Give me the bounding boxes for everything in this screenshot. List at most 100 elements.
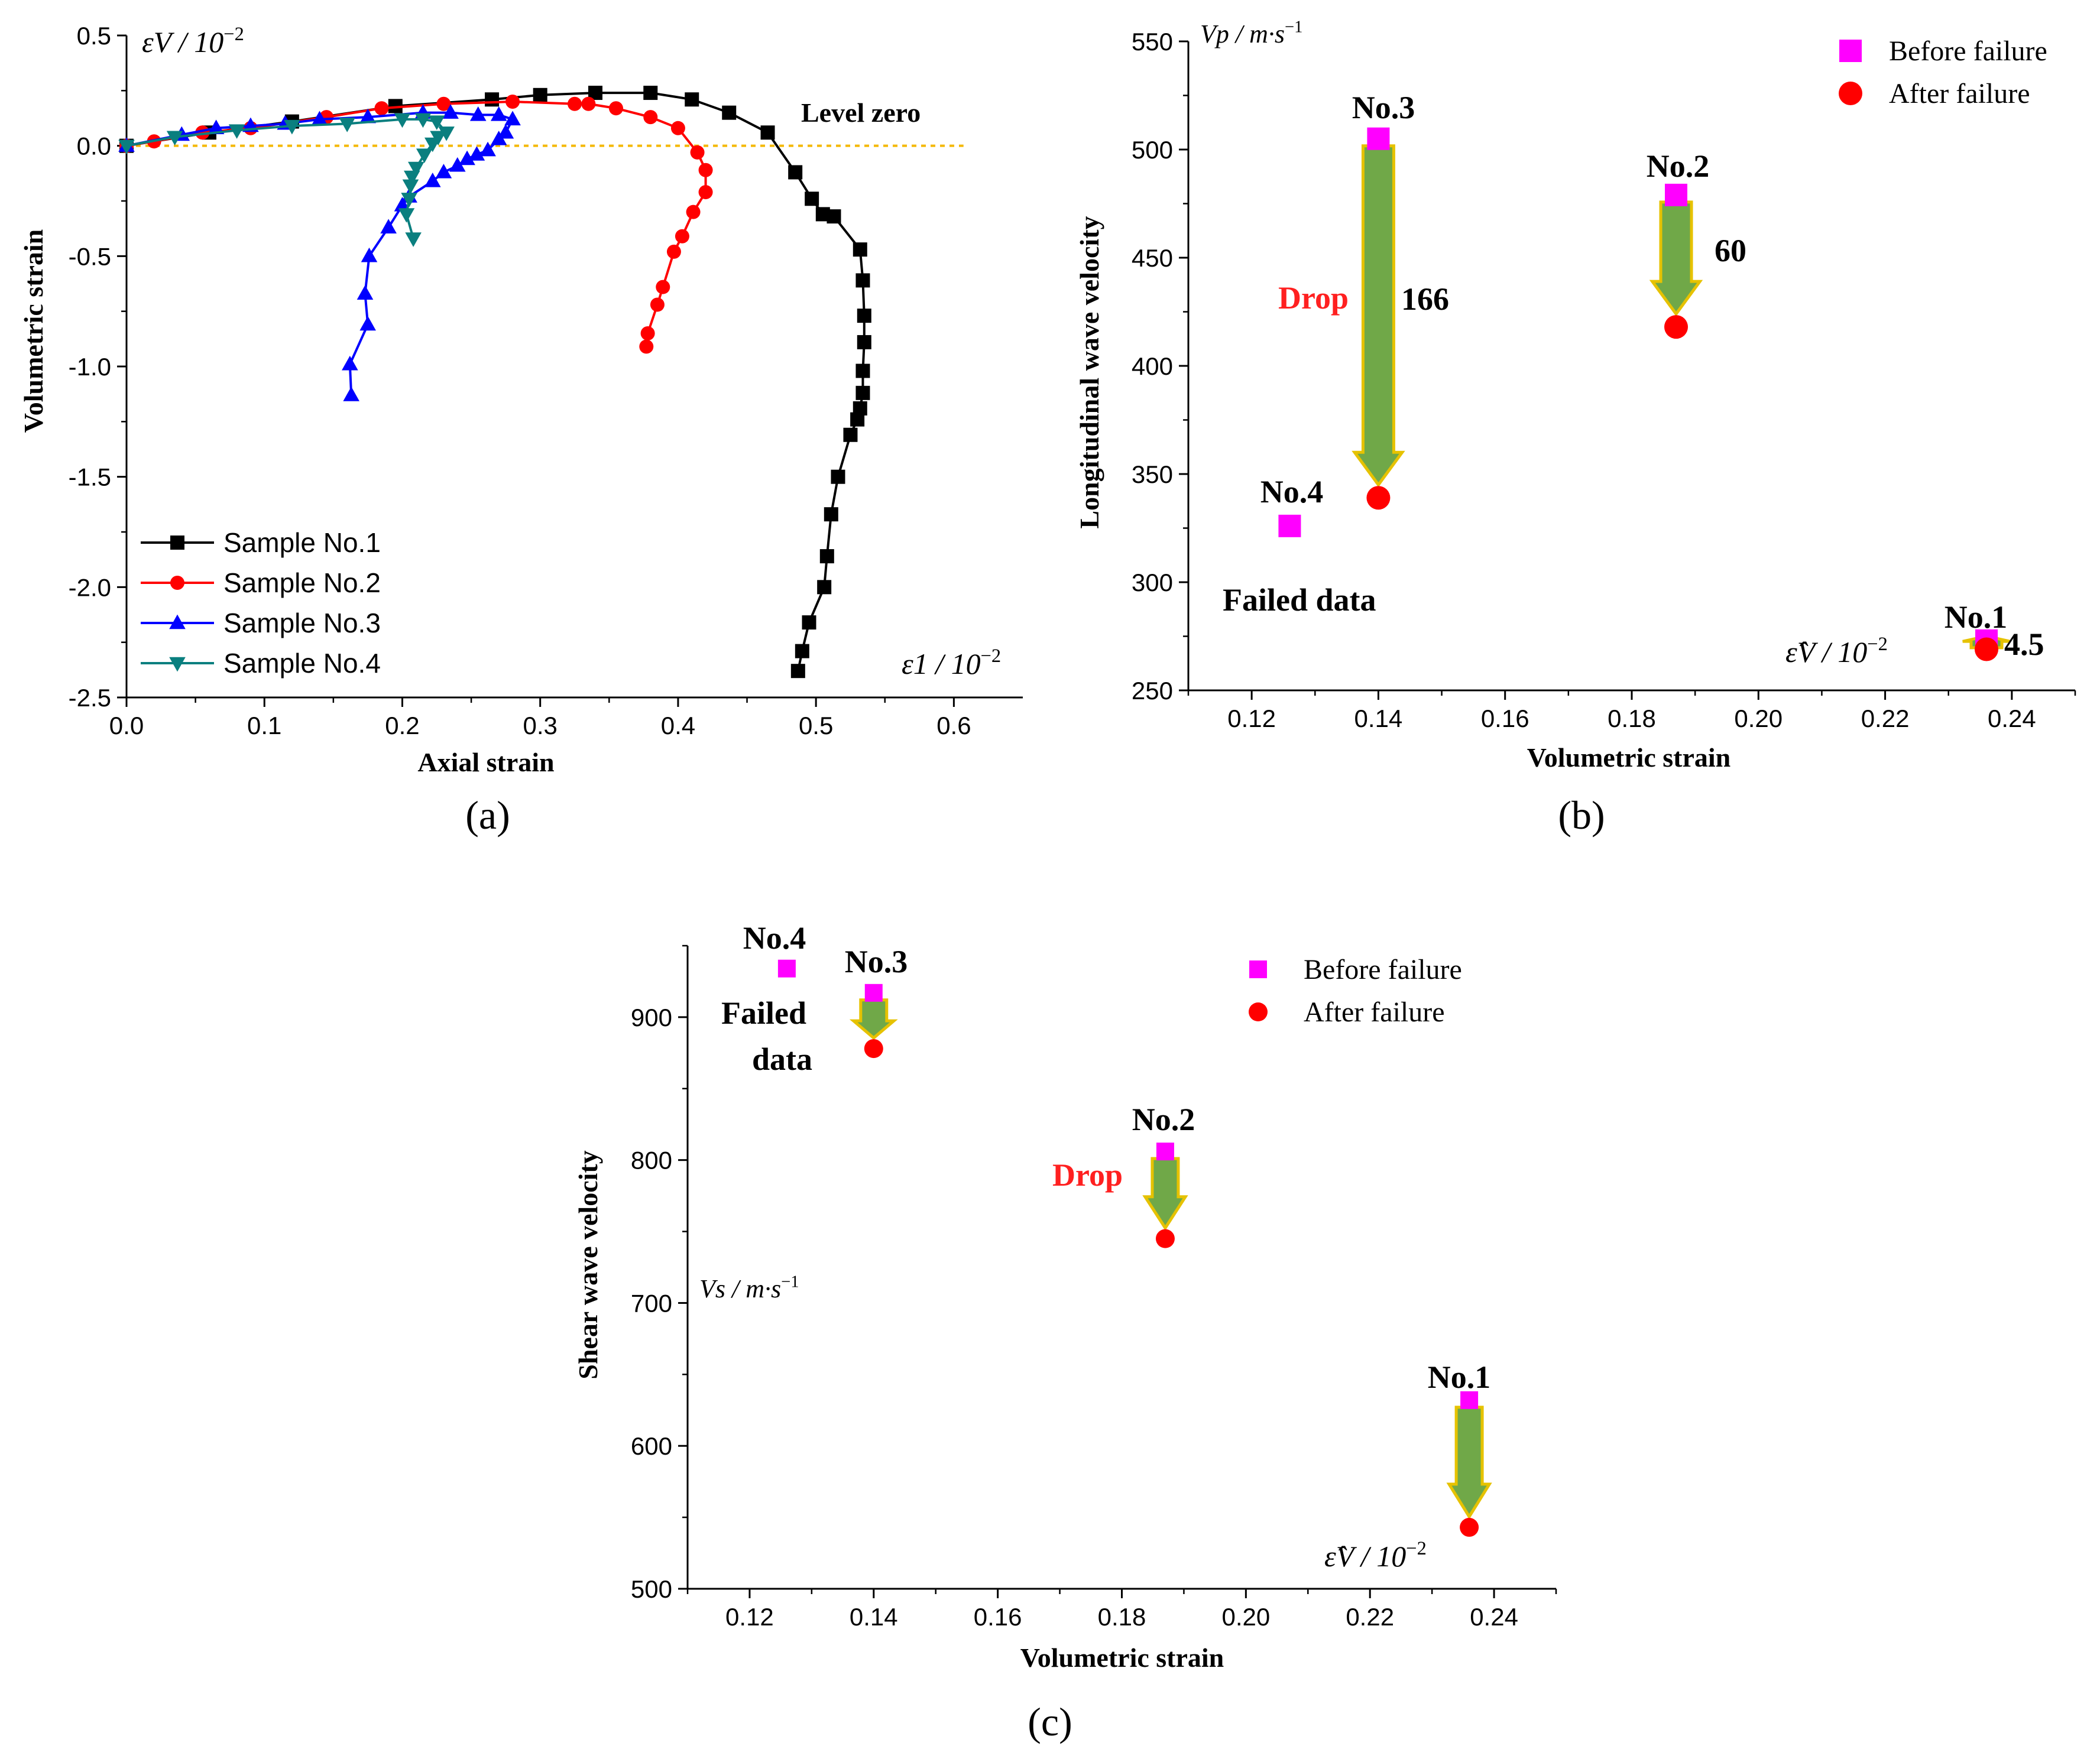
data-point <box>788 165 803 180</box>
drop-arrow-no2 <box>1142 1157 1188 1231</box>
x-tick-label: 0.0 <box>109 712 144 739</box>
caption-c: (c) <box>1028 1699 1072 1744</box>
caption-a: (a) <box>465 793 510 838</box>
y-axis-title: Longitudinal wave velocity <box>1074 216 1104 528</box>
data-point <box>414 113 432 128</box>
data-point <box>643 110 658 125</box>
legend-label: Sample No.4 <box>223 648 381 679</box>
legend-label: After failure <box>1889 78 2030 109</box>
x-tick-label: 0.12 <box>725 1603 774 1631</box>
panel-a: 0.0 0.1 0.2 0.3 0.4 0.5 0.6 0.5 0.0 -0.5 -1.0 -1.5 -… <box>18 22 1023 838</box>
caption-b: (b) <box>1558 793 1605 838</box>
series-line <box>126 111 514 395</box>
data-point <box>608 101 623 116</box>
data-point <box>380 219 397 233</box>
x-tick-label: 0.22 <box>1861 705 1910 732</box>
before-point <box>864 984 883 1002</box>
x-tick-label: 0.16 <box>1481 705 1529 732</box>
legend-marker-before <box>1249 960 1267 978</box>
y-tick-label: 700 <box>631 1289 672 1317</box>
legend-label: Sample No.3 <box>223 608 381 638</box>
data-point <box>428 115 445 130</box>
data-point <box>504 111 521 126</box>
x-tick-label: 0.18 <box>1098 1603 1146 1631</box>
data-point <box>760 125 775 140</box>
y-tick-label: 250 <box>1132 677 1173 705</box>
y-tick-label: -2.0 <box>69 573 111 601</box>
y-tick-label: 500 <box>1132 136 1173 164</box>
data-point <box>505 95 520 109</box>
data-point <box>853 242 867 257</box>
after-point <box>864 1039 883 1059</box>
data-point <box>485 92 500 107</box>
data-point <box>690 145 705 160</box>
x-tick-label: 0.2 <box>385 712 419 739</box>
data-point <box>416 148 433 163</box>
data-point <box>361 247 378 262</box>
y-tick-label: 0.5 <box>77 22 111 50</box>
before-point <box>1367 127 1390 150</box>
data-point <box>479 141 496 157</box>
x-tick-label: 0.22 <box>1346 1603 1394 1631</box>
before-point <box>1460 1391 1479 1409</box>
x-tick-label: 0.3 <box>523 712 557 739</box>
data-point <box>407 161 424 177</box>
data-point <box>468 146 485 161</box>
after-point <box>1664 315 1688 339</box>
data-point <box>568 96 582 111</box>
data-point <box>581 96 596 111</box>
series-1 <box>119 86 871 679</box>
y-tick-label: 0.0 <box>77 132 111 160</box>
data-point <box>424 173 441 187</box>
legend-marker <box>170 536 184 550</box>
data-point <box>401 193 417 207</box>
drop-label: Drop <box>1052 1157 1123 1193</box>
data-point <box>394 197 411 212</box>
x-tick-label: 0.4 <box>661 712 695 739</box>
drop-arrow-no3 <box>849 998 898 1040</box>
y-unit-label: Vs / m·s−1 <box>699 1273 799 1303</box>
data-point <box>359 108 376 124</box>
x-tick-label: 0.14 <box>850 1603 898 1631</box>
y-tick-label: 500 <box>631 1575 672 1603</box>
data-point <box>685 92 699 107</box>
data-point <box>656 280 670 294</box>
before-point <box>777 959 796 978</box>
legend-marker-before <box>1839 40 1862 62</box>
data-point <box>359 316 376 331</box>
x-tick-label: 0.20 <box>1221 1603 1270 1631</box>
y-axis-title: Volumetric strain <box>18 229 48 433</box>
data-point <box>855 385 870 400</box>
legend-label: Before failure <box>1889 35 2047 67</box>
sample-label: No.1 <box>1428 1359 1491 1395</box>
x-tick-label: 0.18 <box>1608 705 1656 732</box>
y-tick-label: 400 <box>1132 352 1173 380</box>
data-point <box>311 111 328 126</box>
sample-label: No.4 <box>743 920 806 956</box>
sample-label: No.1 <box>1945 599 2008 635</box>
data-point <box>118 139 135 155</box>
data-point <box>497 124 514 139</box>
x-tick-label: 0.12 <box>1227 705 1276 732</box>
x-unit-label: ε1 / 10−2 <box>902 645 1001 680</box>
drop-value: 166 <box>1401 281 1449 317</box>
drop-arrow-no3 <box>1352 144 1405 488</box>
data-point <box>208 119 225 134</box>
data-point <box>424 137 441 152</box>
data-point <box>449 157 466 172</box>
data-point <box>824 507 838 522</box>
data-point <box>855 273 870 288</box>
data-point <box>442 104 459 119</box>
x-tick-label: 0.16 <box>974 1603 1022 1631</box>
x-tick-label: 0.24 <box>1470 1603 1518 1631</box>
data-point <box>639 339 654 354</box>
failed-data-label: Failed <box>721 995 806 1031</box>
after-point <box>1366 486 1391 510</box>
drop-value: 60 <box>1715 233 1746 268</box>
data-point <box>650 297 665 312</box>
legend: Sample No.1 Sample No.2 Sample No.3 Sample … <box>141 527 381 679</box>
legend-label: Sample No.2 <box>223 567 381 598</box>
legend-label: Before failure <box>1304 954 1462 985</box>
before-point <box>1156 1143 1174 1161</box>
